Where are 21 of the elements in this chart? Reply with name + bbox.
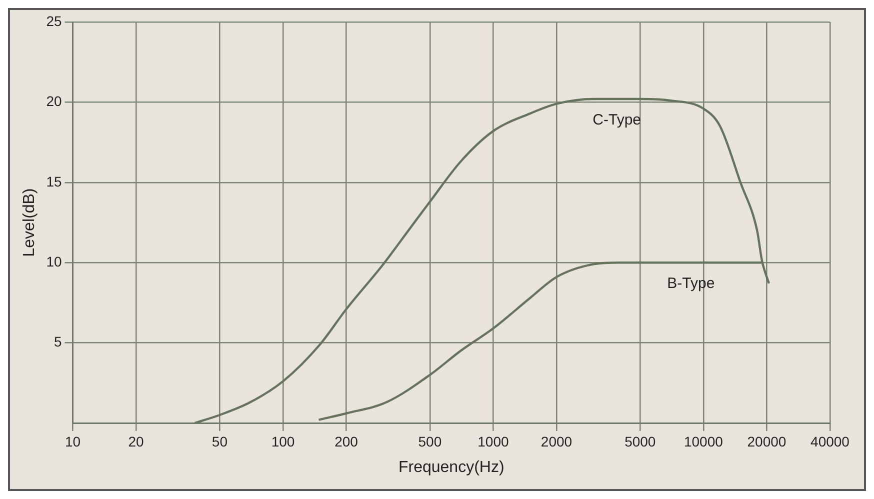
x-tick-label: 500	[418, 433, 442, 450]
x-tick-label: 2000	[540, 433, 572, 450]
y-tick-label: 10	[46, 253, 62, 270]
y-tick-label: 20	[46, 93, 62, 110]
y-tick-label: 5	[54, 334, 62, 350]
x-tick-label: 40000	[810, 433, 850, 450]
x-tick-label: 10000	[684, 433, 724, 450]
x-axis-title: Frequency(Hz)	[398, 458, 504, 476]
series-label: B-Type	[667, 275, 715, 292]
y-tick-label: 25	[46, 12, 62, 29]
y-tick-label: 15	[46, 173, 62, 190]
x-tick-label: 100	[271, 433, 295, 450]
series-label: C-Type	[592, 112, 642, 129]
x-tick-label: 20000	[747, 433, 786, 450]
x-tick-label: 20	[128, 433, 144, 450]
x-tick-label: 200	[334, 433, 358, 450]
x-tick-label: 50	[212, 433, 228, 450]
y-axis-title: Level(dB)	[21, 188, 38, 257]
x-tick-label: 5000	[624, 433, 656, 450]
x-tick-label: 1000	[478, 433, 509, 450]
x-tick-label: 10	[64, 433, 81, 450]
